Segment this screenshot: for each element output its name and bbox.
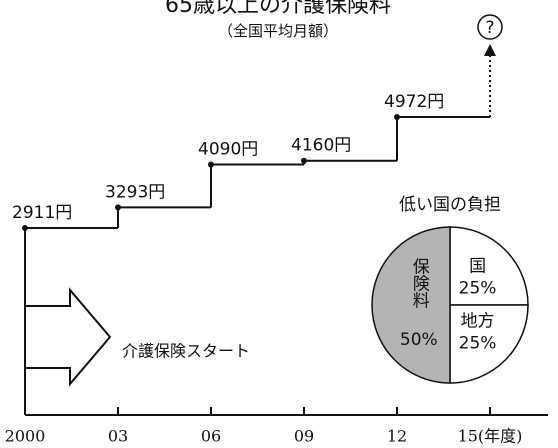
step-point [22, 225, 28, 231]
chart-subtitle: （全国平均月額） [218, 22, 338, 40]
value-label: 4972円 [384, 92, 444, 112]
x-tick-label: 06 [201, 427, 221, 446]
pie-slice [449, 226, 529, 306]
x-tick-label: 03 [108, 427, 128, 446]
value-label: 4090円 [198, 140, 258, 160]
pie-label: 地方 [461, 312, 495, 332]
pie-slice [371, 226, 451, 384]
step-point [115, 204, 121, 211]
question-circle [477, 14, 503, 40]
step-point [301, 157, 307, 164]
value-label: 2911円 [12, 203, 72, 223]
step-point [394, 114, 400, 120]
x-tick-label: 09 [294, 427, 314, 446]
annotation: 介護保険スタート [122, 342, 250, 361]
pie-value-label: 25% [459, 334, 497, 354]
pie-value-label: 25% [459, 278, 497, 298]
x-tick-label: 15(年度) [458, 427, 523, 446]
arrow-head [484, 44, 496, 56]
start-arrow [25, 287, 112, 387]
x-tick-label: 2000 [5, 427, 46, 446]
pie-label: 保険料 [409, 257, 430, 308]
pie-value-label: 50% [400, 330, 438, 350]
x-tick-label: 12 [387, 427, 407, 446]
pie-title: 低い国の負担 [399, 195, 501, 215]
pie-slice [449, 304, 529, 384]
chart-title: 65歳以上の介護保険料 [165, 0, 391, 18]
value-label: 4160円 [291, 136, 351, 156]
step-point [208, 161, 214, 168]
annotation: ? [485, 18, 494, 38]
value-label: 3293円 [105, 182, 165, 202]
pie-label: 国 [469, 256, 486, 276]
